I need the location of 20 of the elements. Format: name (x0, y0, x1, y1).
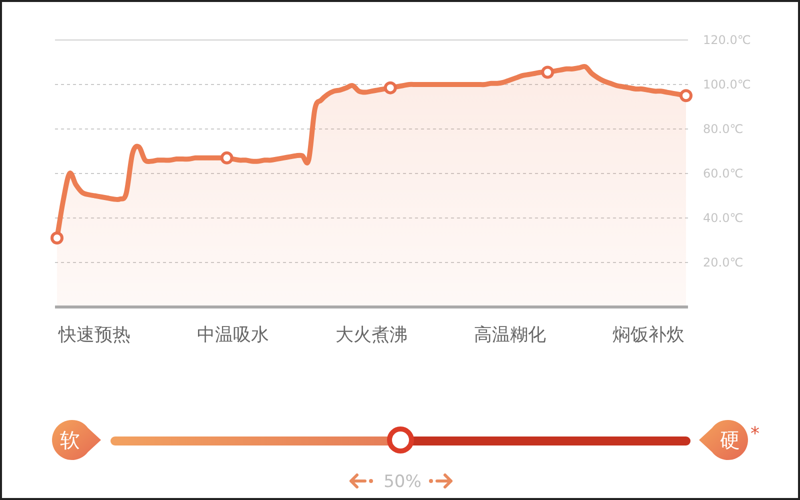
y-tick-label: 100.0℃ (703, 78, 751, 92)
x-tick-label: 高温糊化 (474, 324, 546, 346)
text: * (750, 424, 760, 444)
y-tick-label: 120.0℃ (703, 33, 751, 47)
x-tick-label: 焖饭补炊 (612, 324, 684, 346)
y-tick-label: 20.0℃ (703, 256, 744, 270)
text: 50% (384, 472, 422, 492)
y-tick-label: 80.0℃ (703, 122, 744, 136)
point (541, 66, 554, 79)
y-tick-label: 40.0℃ (703, 211, 744, 225)
text: 软 (60, 428, 80, 452)
point (220, 151, 234, 164)
y-tick-label: 60.0℃ (703, 166, 744, 180)
x-tick-label: 快速预热 (58, 324, 131, 346)
x-tick-label: 中温吸水 (197, 324, 270, 346)
point (680, 89, 692, 102)
point (50, 232, 64, 245)
point (384, 81, 397, 94)
x-tick-label: 大火煮沸 (336, 324, 408, 346)
text: 硬 (720, 428, 740, 452)
